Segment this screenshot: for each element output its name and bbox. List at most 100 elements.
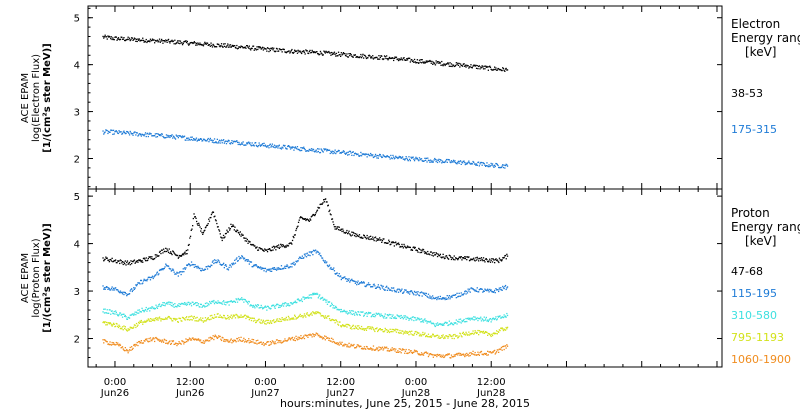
data-point [467, 65, 469, 67]
data-point [355, 235, 357, 238]
data-point [444, 355, 446, 357]
data-point [302, 147, 304, 149]
data-point [199, 42, 201, 44]
data-point [388, 350, 390, 352]
data-point [281, 341, 283, 344]
data-point [283, 245, 285, 248]
data-point [250, 317, 252, 319]
series-795-1193 [102, 311, 509, 340]
data-point [360, 53, 362, 56]
data-point [453, 255, 455, 257]
data-point [387, 315, 389, 317]
data-point [305, 253, 307, 255]
data-point [259, 46, 261, 48]
proton-plot-frame [87, 188, 723, 368]
data-point [478, 353, 480, 355]
data-point [359, 314, 361, 316]
data-point [313, 150, 315, 152]
data-point [292, 235, 294, 238]
data-point [295, 302, 297, 304]
data-point [384, 56, 386, 58]
data-point [306, 252, 308, 254]
data-point [246, 45, 248, 47]
data-point [323, 50, 325, 52]
data-point [239, 299, 241, 301]
data-point [411, 291, 414, 294]
data-point [111, 286, 113, 288]
data-point [326, 261, 328, 263]
data-point [345, 231, 347, 233]
data-point [293, 51, 295, 54]
data-point [214, 46, 216, 48]
data-point [114, 326, 116, 328]
data-point [119, 312, 122, 314]
data-point [196, 302, 198, 304]
data-point [329, 340, 331, 342]
data-point [366, 283, 368, 286]
data-point [156, 272, 158, 274]
data-point [389, 349, 391, 352]
data-point [205, 340, 207, 342]
data-point [166, 342, 168, 344]
data-point [206, 140, 208, 142]
data-point [426, 335, 428, 337]
data-point [363, 153, 365, 155]
data-point [333, 340, 335, 343]
data-point [432, 255, 434, 257]
data-point [502, 67, 504, 69]
data-point [224, 301, 226, 303]
data-point [494, 66, 496, 68]
data-point [202, 44, 204, 46]
data-point [452, 335, 454, 337]
data-point [506, 253, 508, 255]
data-point [289, 266, 291, 268]
data-point [298, 148, 300, 151]
data-point [281, 51, 283, 53]
data-point [498, 166, 500, 169]
data-point [209, 302, 211, 304]
data-point [328, 301, 330, 303]
data-point [296, 298, 299, 301]
data-point [282, 305, 285, 307]
data-point [228, 340, 230, 342]
data-point [156, 39, 159, 41]
data-point [173, 43, 175, 45]
data-point [112, 289, 114, 291]
data-point [318, 295, 320, 297]
data-point [127, 328, 129, 330]
data-point [325, 50, 327, 52]
data-point [103, 312, 106, 314]
data-point [280, 265, 283, 267]
data-point [436, 253, 438, 255]
data-point [224, 43, 226, 45]
data-point [179, 317, 182, 320]
data-point [342, 150, 345, 152]
data-point [381, 346, 384, 348]
data-point [166, 136, 168, 138]
data-point [144, 41, 147, 43]
data-point [475, 289, 477, 291]
data-point [226, 229, 228, 231]
data-point [241, 142, 243, 144]
data-point [237, 143, 239, 146]
data-point [416, 319, 418, 321]
data-point [251, 244, 253, 246]
data-point [351, 151, 354, 153]
data-point [358, 311, 360, 313]
data-point [197, 42, 199, 44]
data-point [317, 148, 319, 150]
data-point [255, 305, 257, 307]
data-point [108, 36, 110, 38]
data-point [473, 289, 476, 291]
data-point [165, 247, 167, 249]
data-point [384, 327, 386, 330]
data-point [248, 47, 250, 49]
data-point [460, 335, 462, 337]
data-point [241, 255, 244, 258]
data-point [125, 264, 127, 266]
data-point [499, 329, 501, 332]
data-point [296, 52, 299, 54]
data-point [216, 302, 218, 304]
data-point [126, 39, 128, 41]
data-point [212, 43, 214, 46]
